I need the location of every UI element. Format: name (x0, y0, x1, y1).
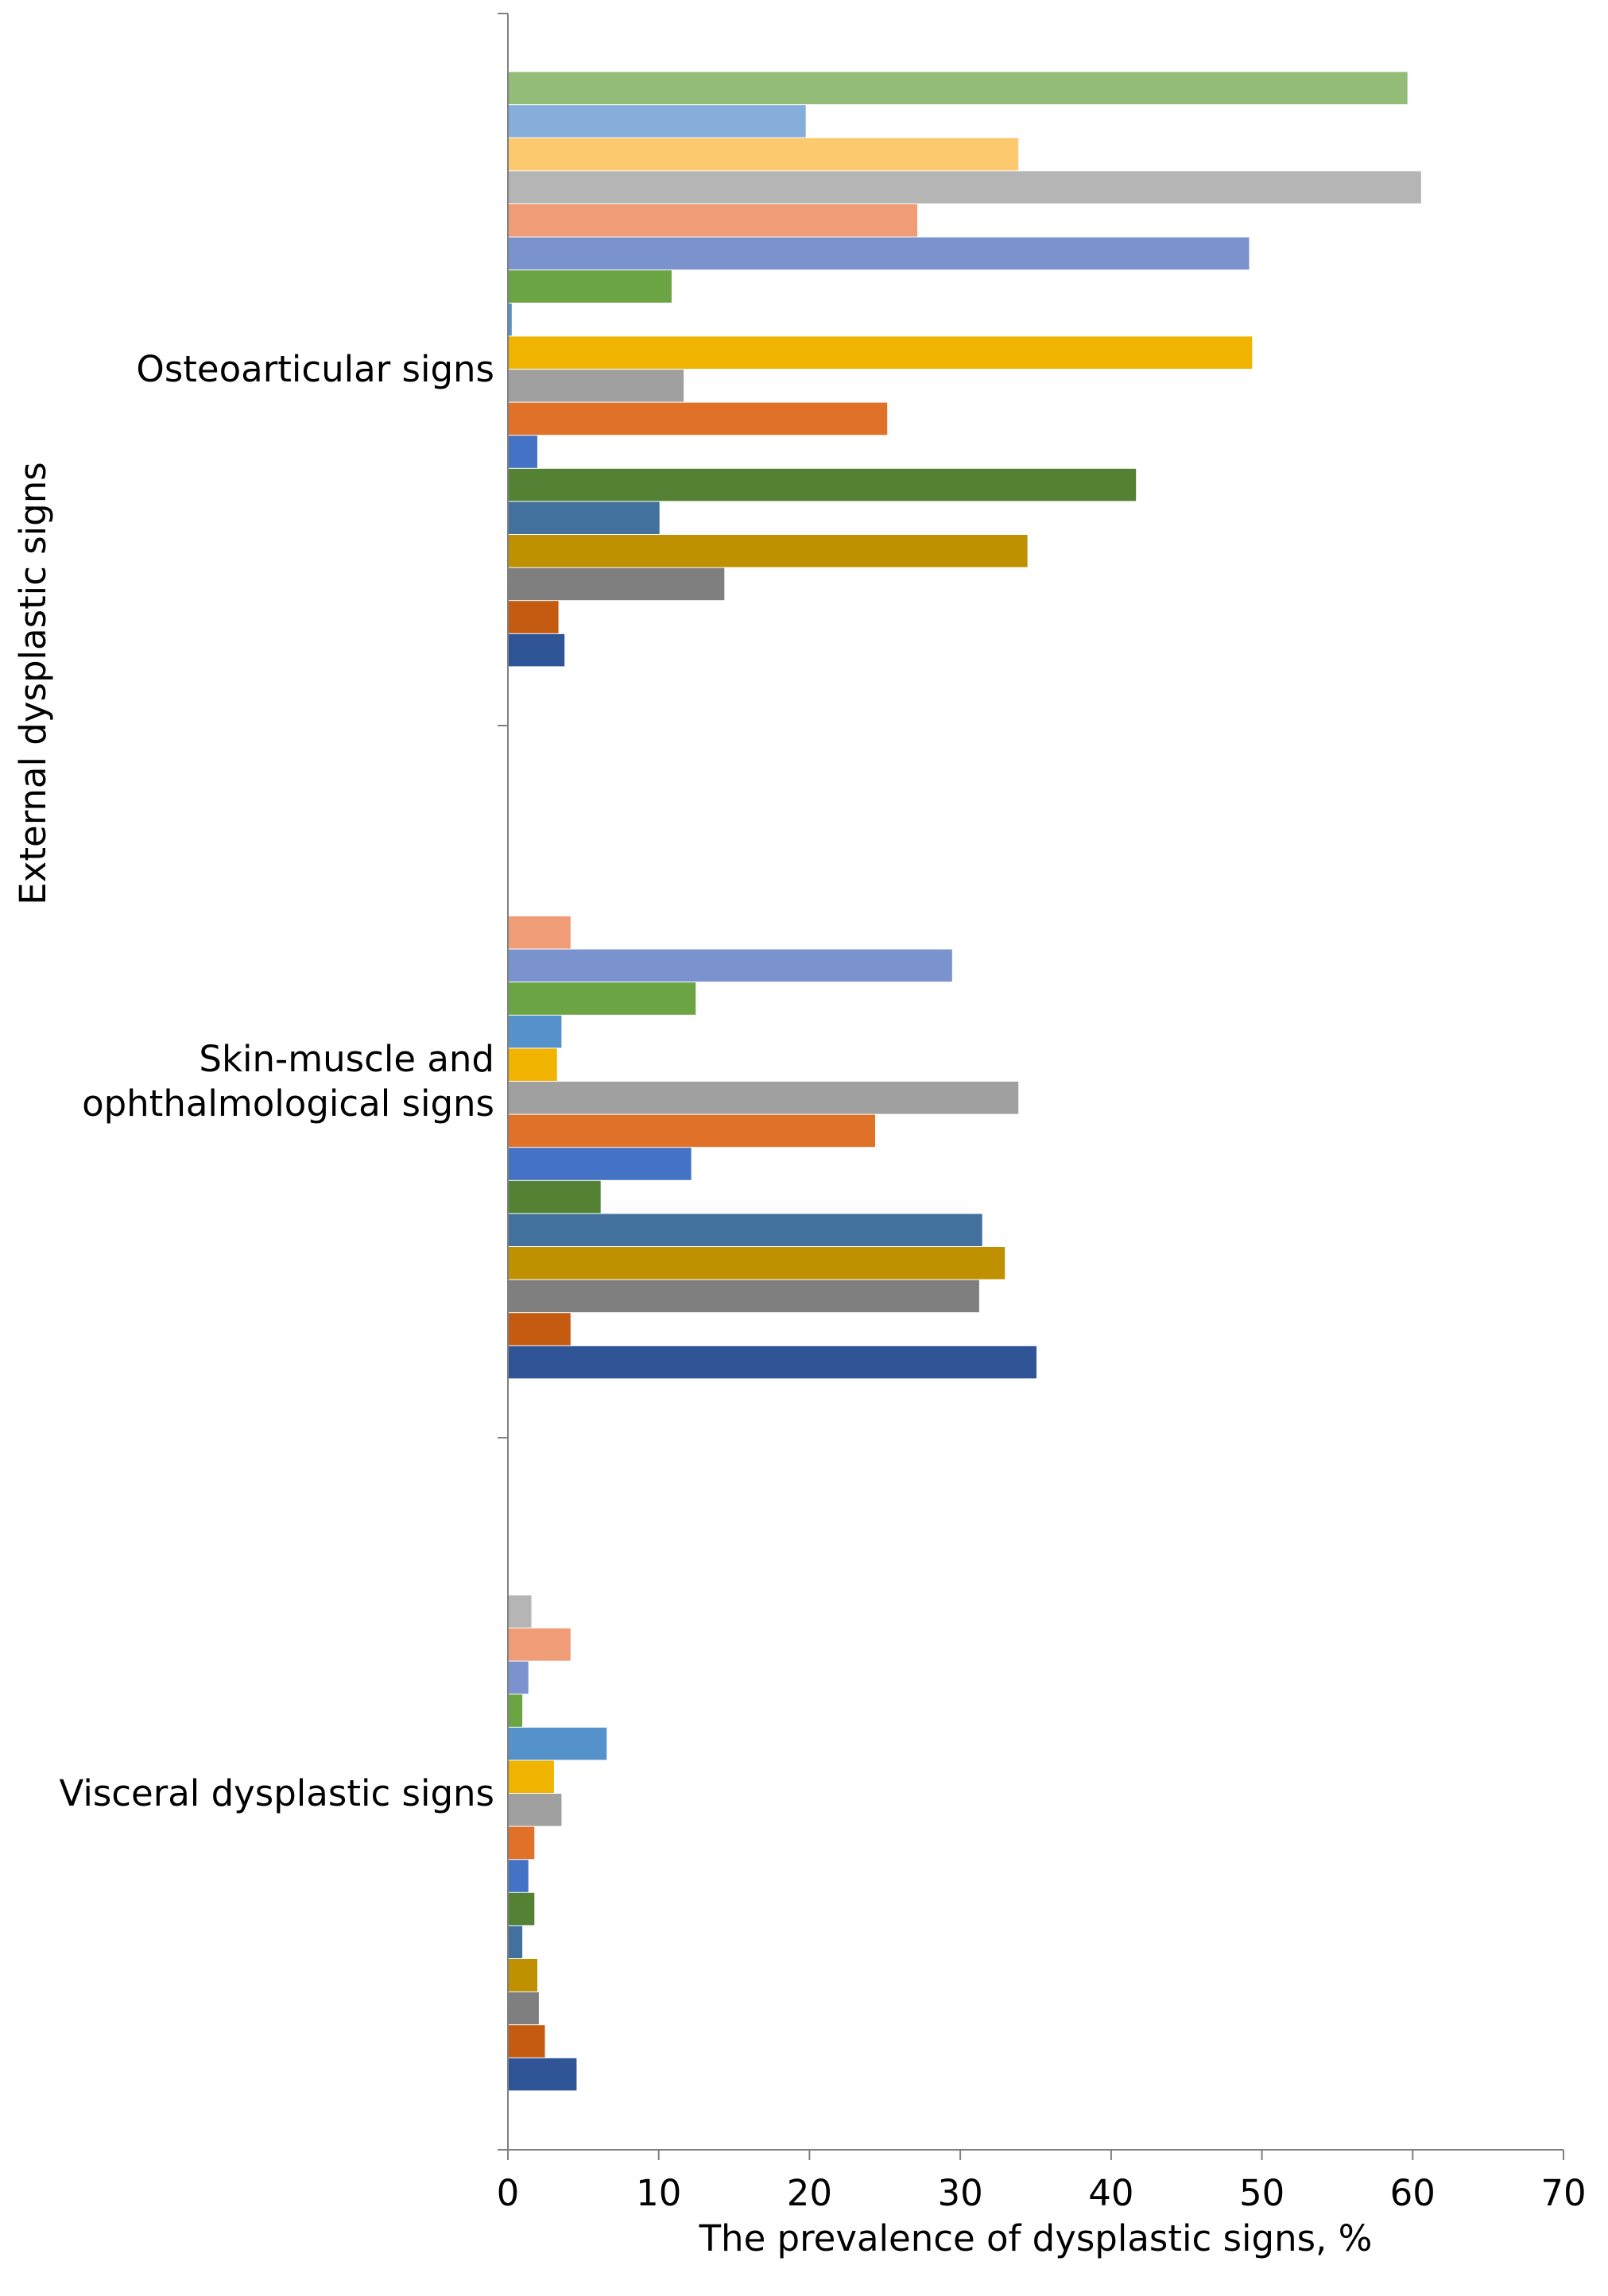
bar-series-3-cat-1 (509, 567, 725, 601)
y-axis-title: External dysplastic signs (12, 462, 54, 904)
bar-series-6-cat-2 (509, 1180, 601, 1214)
x-tick-label: 60 (1390, 2172, 1436, 2214)
bar-series-8-cat-1 (509, 402, 888, 436)
bar-series-5-cat-2 (509, 1214, 982, 1246)
bar-series-14-cat-1 (509, 204, 918, 237)
bar-series-1-cat-1 (509, 633, 565, 667)
axes-layer (498, 13, 1563, 2151)
bar-series-1-cat-3 (509, 2058, 577, 2091)
category-labels: Osteoarticular signs Skin-muscle and ophth… (60, 348, 494, 1814)
x-axis-title: The prevalence of dysplastic signs, % (699, 2217, 1373, 2259)
bar-series-9-cat-3 (509, 1794, 562, 1826)
category-label: Osteoarticular signs (136, 348, 494, 390)
bar-series-17-cat-1 (509, 105, 806, 137)
bar-series-7-cat-2 (509, 1148, 692, 1180)
bar-series-3-cat-3 (509, 1992, 539, 2025)
bar-series-9-cat-1 (509, 370, 684, 402)
bar-series-13-cat-3 (509, 1661, 529, 1694)
bar-series-2-cat-2 (509, 1313, 571, 1345)
bar-series-6-cat-1 (509, 468, 1137, 501)
bar-series-11-cat-2 (509, 1015, 562, 1048)
category-label: Skin-muscle and ophthalmological signs (82, 1038, 494, 1125)
x-tick-label: 20 (787, 2172, 832, 2214)
bar-series-7-cat-3 (509, 1860, 529, 1892)
bar-series-11-cat-3 (509, 1727, 607, 1760)
bar-series-8-cat-2 (509, 1114, 875, 1148)
bars-layer (509, 72, 1421, 2091)
bar-series-2-cat-1 (509, 601, 559, 633)
x-tick-label: 70 (1540, 2172, 1586, 2214)
bar-series-10-cat-3 (509, 1760, 554, 1793)
bar-series-6-cat-3 (509, 1892, 535, 1926)
bar-series-5-cat-1 (509, 501, 660, 534)
bar-series-10-cat-2 (509, 1048, 557, 1081)
bar-series-3-cat-2 (509, 1280, 979, 1313)
bar-series-8-cat-3 (509, 1826, 535, 1860)
x-ticks: 0 10 20 30 40 50 60 70 (497, 2150, 1587, 2214)
bar-series-10-cat-1 (509, 336, 1253, 369)
x-tick-label: 30 (937, 2172, 982, 2214)
x-tick-label: 10 (636, 2172, 681, 2214)
bar-series-11-cat-1 (509, 303, 512, 336)
bar-series-1-cat-2 (509, 1345, 1036, 1379)
bar-series-14-cat-2 (509, 916, 571, 949)
bar-series-15-cat-3 (509, 1595, 532, 1628)
bar-series-18-cat-1 (509, 72, 1408, 105)
bar-series-15-cat-1 (509, 171, 1421, 203)
x-tick-label: 0 (497, 2172, 520, 2214)
x-tick-label: 50 (1239, 2172, 1284, 2214)
bar-series-12-cat-2 (509, 982, 696, 1015)
bar-series-13-cat-1 (509, 237, 1250, 270)
bar-series-16-cat-1 (509, 137, 1019, 171)
bar-series-12-cat-1 (509, 270, 672, 303)
bar-series-4-cat-2 (509, 1247, 1005, 1280)
bar-series-5-cat-3 (509, 1926, 523, 1958)
bar-series-12-cat-3 (509, 1694, 523, 1727)
bar-series-14-cat-3 (509, 1628, 571, 1661)
bar-series-4-cat-3 (509, 1959, 537, 1992)
bar-series-13-cat-2 (509, 949, 952, 982)
category-label: Visceral dysplastic signs (60, 1772, 494, 1814)
bar-series-9-cat-2 (509, 1082, 1019, 1114)
bar-series-2-cat-3 (509, 2025, 545, 2058)
x-tick-label: 40 (1088, 2172, 1133, 2214)
bar-series-4-cat-1 (509, 535, 1028, 567)
bar-series-7-cat-1 (509, 436, 537, 468)
